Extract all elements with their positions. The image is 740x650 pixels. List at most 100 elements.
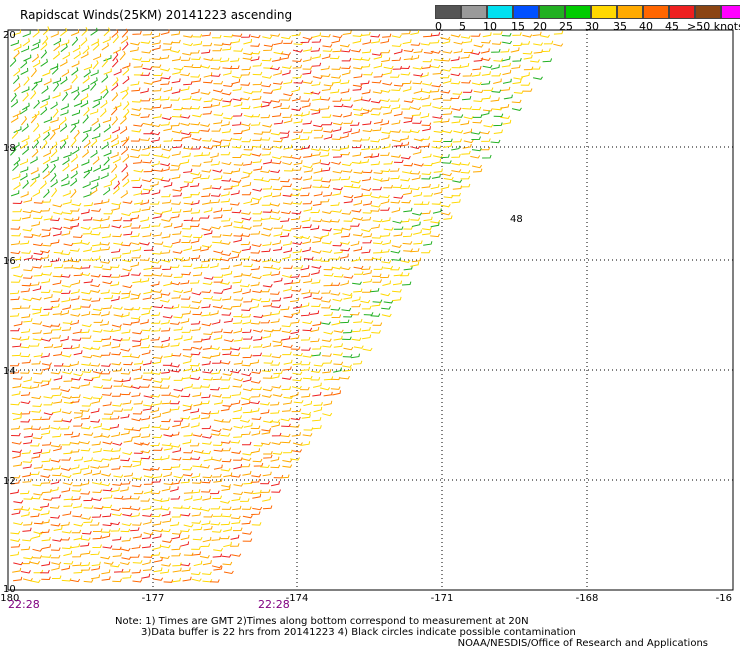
wind-barb [321,299,332,303]
wind-barb [310,369,321,373]
wind-barb [123,361,133,366]
wind-barb [102,187,111,196]
wind-barb [170,304,180,310]
wind-barb [472,119,483,124]
wind-barb [70,398,80,404]
wind-barb [403,99,414,103]
wind-barb [12,453,21,459]
wind-barb [80,491,91,495]
wind-barb [393,195,404,199]
wind-barb [82,354,93,359]
wind-barb [9,57,17,67]
wind-barb [282,351,292,356]
wind-barb [183,432,193,437]
wind-barb [353,345,364,349]
wind-barb [241,126,251,132]
wind-barb [211,565,222,569]
wind-barb [223,541,232,548]
wind-barb [240,105,251,110]
wind-barb [453,41,464,45]
wind-barb [153,473,163,479]
wind-barb [261,202,272,206]
wind-barb [353,232,363,237]
wind-barb [173,475,184,479]
wind-barb [412,96,422,101]
wind-barb [41,554,52,558]
wind-barb [233,101,243,107]
wind-barb [401,129,412,133]
wind-barb [190,200,200,206]
wind-barb [101,335,112,341]
wind-barb [161,327,171,332]
wind-barb [342,30,352,35]
wind-barb [172,209,182,213]
wind-barb [202,110,212,115]
wind-barb [51,561,62,566]
wind-barb [360,63,371,68]
wind-barb [32,285,42,292]
wind-barb [500,48,510,53]
wind-barb [102,89,109,99]
wind-barb [212,393,222,398]
wind-barb [170,480,181,485]
wind-barb [252,352,262,357]
wind-barb [82,230,93,235]
wind-barb [90,231,101,236]
wind-barb [183,449,194,454]
wind-barb [371,235,382,239]
wind-barb [170,213,180,219]
wind-barb [51,335,61,339]
wind-barb [300,336,311,341]
wind-barb [62,320,73,325]
wind-barb [103,295,114,300]
wind-barb [62,419,73,423]
wind-barb [340,266,351,271]
wind-barb [371,79,382,84]
note-line-1: Note: 1) Times are GMT 2)Times along bot… [115,616,529,627]
wind-barb [372,299,383,303]
wind-barb [132,522,142,526]
wind-barb [270,33,281,37]
wind-barb [292,442,303,446]
wind-barb [22,92,29,102]
wind-barb [12,173,21,180]
wind-barb [531,66,541,70]
wind-barb [120,457,131,462]
wind-barb [91,398,101,404]
wind-barb [11,432,21,437]
wind-barb [171,151,181,156]
wind-barb [203,72,213,78]
wind-barb [200,543,211,547]
wind-barb [83,169,90,179]
wind-barb [370,208,381,212]
wind-barb [63,400,74,405]
wind-barb [231,391,242,396]
wind-barb [50,459,61,463]
wind-barb [392,184,403,189]
wind-barb [120,35,129,44]
wind-barb [213,290,224,294]
wind-barb [241,138,252,143]
wind-barb [33,492,44,496]
wind-barb [123,108,130,118]
wind-barb [151,32,161,39]
wind-barb [300,39,310,44]
wind-barb [141,97,151,102]
wind-barb [380,49,391,54]
wind-barb [49,130,56,141]
wind-barb [93,53,102,61]
wind-barb [152,289,163,293]
wind-barb [180,393,191,398]
wind-barb [231,144,242,149]
wind-barb [21,560,31,565]
wind-barb [130,138,141,142]
wind-barb [110,563,120,568]
wind-barb [331,320,341,326]
wind-barb [220,57,230,63]
wind-barb [160,343,170,349]
wind-barb [222,99,233,103]
wind-barb [122,75,130,85]
wind-barb [113,68,122,76]
wind-barb [481,80,491,85]
wind-barb [82,45,90,55]
